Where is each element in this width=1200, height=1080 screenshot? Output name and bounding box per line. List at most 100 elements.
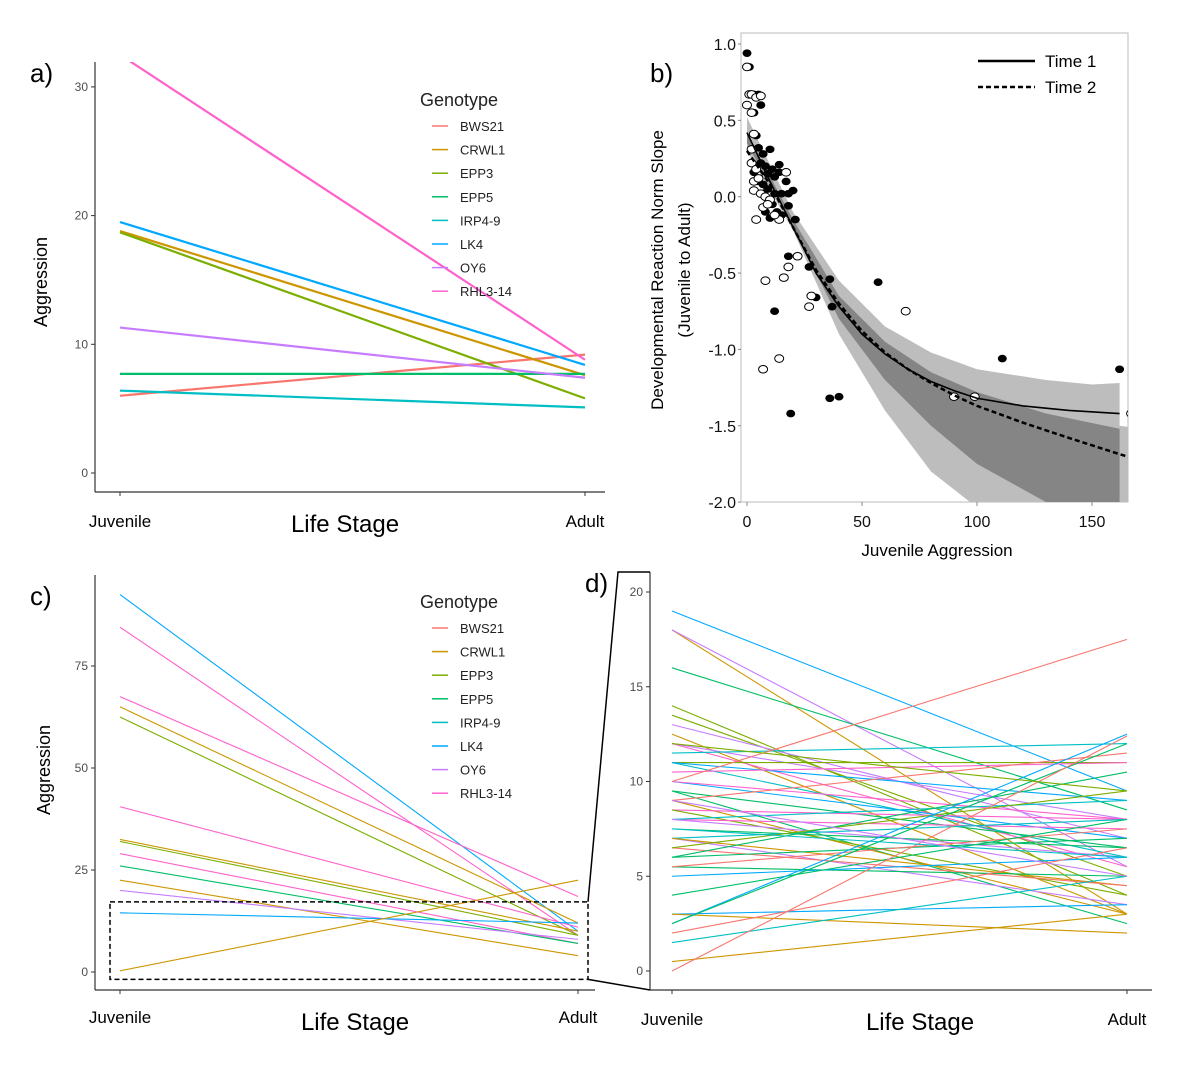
y-tick-label: 0 [81, 965, 88, 979]
y-tick-label: 1.0 [714, 37, 736, 54]
individual-line [671, 837, 1128, 887]
individual-line [671, 790, 1128, 849]
x-tick-label: 100 [964, 514, 991, 531]
y-tick-label: 10 [630, 775, 644, 789]
time2-point [753, 174, 764, 183]
legend-item: LK4 [460, 739, 483, 754]
time1-point [997, 354, 1007, 363]
legend-item: Time 1 [1045, 52, 1096, 71]
y-axis-label: Aggression [34, 725, 54, 815]
legend-item: EPP3 [460, 166, 493, 181]
time1-point [765, 145, 775, 154]
time1-point [825, 394, 835, 403]
time1-point [756, 101, 766, 109]
time1-point [827, 302, 837, 311]
series-lines [119, 62, 586, 409]
series-line-epp3 [119, 231, 586, 400]
y-tick-label: 30 [75, 80, 89, 94]
individual-line [119, 594, 579, 932]
individual-line [671, 752, 1128, 801]
x-tick-label: Adult [566, 512, 605, 531]
individual-line [119, 840, 579, 936]
x-tick-label: 50 [853, 514, 871, 531]
individual-line [671, 743, 1128, 754]
individual-line [671, 735, 1128, 972]
individual-line [119, 865, 579, 944]
y-tick-label: 75 [75, 659, 89, 673]
panel-label: c) [30, 581, 52, 611]
time2-point [783, 262, 794, 272]
y-tick-label: 0 [636, 964, 643, 978]
time1-point [777, 189, 786, 198]
zoom-connector-bottom [587, 978, 651, 991]
time2-point [792, 251, 803, 261]
y-axis-label: Aggression [31, 237, 51, 327]
legend-item: OY6 [460, 261, 486, 276]
time2-point [751, 215, 762, 224]
individual-line [119, 853, 579, 944]
individual-line [671, 799, 1128, 877]
individual-line [671, 913, 1128, 934]
individual-line [671, 714, 1128, 877]
panel-b: 1.0 0.5 0.0 -0.5 -1.0 -1.5 -2.0 0 50 100 150 Juveni… [648, 32, 1129, 560]
y-tick-label: 50 [75, 761, 89, 775]
x-tick-label: Juvenile [89, 512, 151, 531]
time1-point [783, 252, 793, 261]
individual-line [671, 818, 1128, 830]
y-tick-label: 15 [630, 680, 644, 694]
time2-point [806, 291, 817, 301]
zoom-box [109, 901, 589, 981]
y-tick-label: 20 [75, 209, 89, 223]
series-line-lk4 [119, 220, 586, 366]
y-tick-label: -2.0 [708, 495, 736, 512]
time2-point [755, 91, 766, 101]
individual-line [671, 799, 1128, 820]
series-line-irp4-9 [119, 389, 586, 409]
series-line-crwl1 [119, 229, 586, 377]
x-tick-label: Juvenile [89, 1008, 151, 1027]
panel-c: 0 25 50 75 Juvenile Adult Life Stage Aggression… [30, 575, 598, 1036]
legend-item: CRWL1 [460, 143, 505, 158]
individual-line [119, 912, 579, 924]
time1-point [873, 278, 883, 287]
legend-item: EPP5 [460, 692, 493, 707]
time2-fit-line [745, 150, 1128, 459]
legend-item: IRP4-9 [460, 213, 500, 228]
confidence-band-outer [747, 117, 1128, 502]
time2-point [751, 164, 762, 174]
time2-point [781, 167, 792, 177]
time1-point [758, 150, 768, 158]
time1-point [1115, 365, 1125, 374]
confidence-band-inner [747, 132, 1120, 502]
legend-item: RHL3-14 [460, 284, 512, 299]
individual-line [671, 856, 1128, 877]
time2-point [760, 276, 771, 285]
legend-item: BWS21 [460, 621, 504, 636]
series-lines [671, 610, 1128, 972]
time1-point [783, 202, 793, 210]
individual-line [119, 889, 579, 940]
individual-line [119, 626, 579, 936]
individual-line [119, 716, 579, 936]
time2-point [1126, 410, 1128, 417]
time2-point [769, 210, 780, 220]
individual-line [671, 828, 1128, 858]
time1-point [786, 409, 796, 418]
x-tick-label: Adult [559, 1008, 598, 1027]
legend-item: IRP4-9 [460, 715, 500, 730]
time1-point [774, 160, 784, 169]
series-line-rhl3-14 [129, 62, 586, 361]
legend-item: CRWL1 [460, 645, 505, 660]
x-axis-label: Life Stage [866, 1009, 974, 1036]
y-axis-label: Developmental Reaction Norm Slope [648, 130, 667, 410]
legend-item: OY6 [460, 763, 486, 778]
x-axis-label: Life Stage [291, 511, 399, 538]
time2-point [748, 129, 759, 139]
individual-line [671, 866, 1128, 877]
legend-item: EPP5 [460, 190, 493, 205]
time2-point [774, 354, 785, 363]
y-tick-label: 10 [75, 337, 89, 351]
time2-point [778, 273, 789, 282]
individual-line [671, 780, 1128, 820]
individual-line [671, 733, 1128, 925]
